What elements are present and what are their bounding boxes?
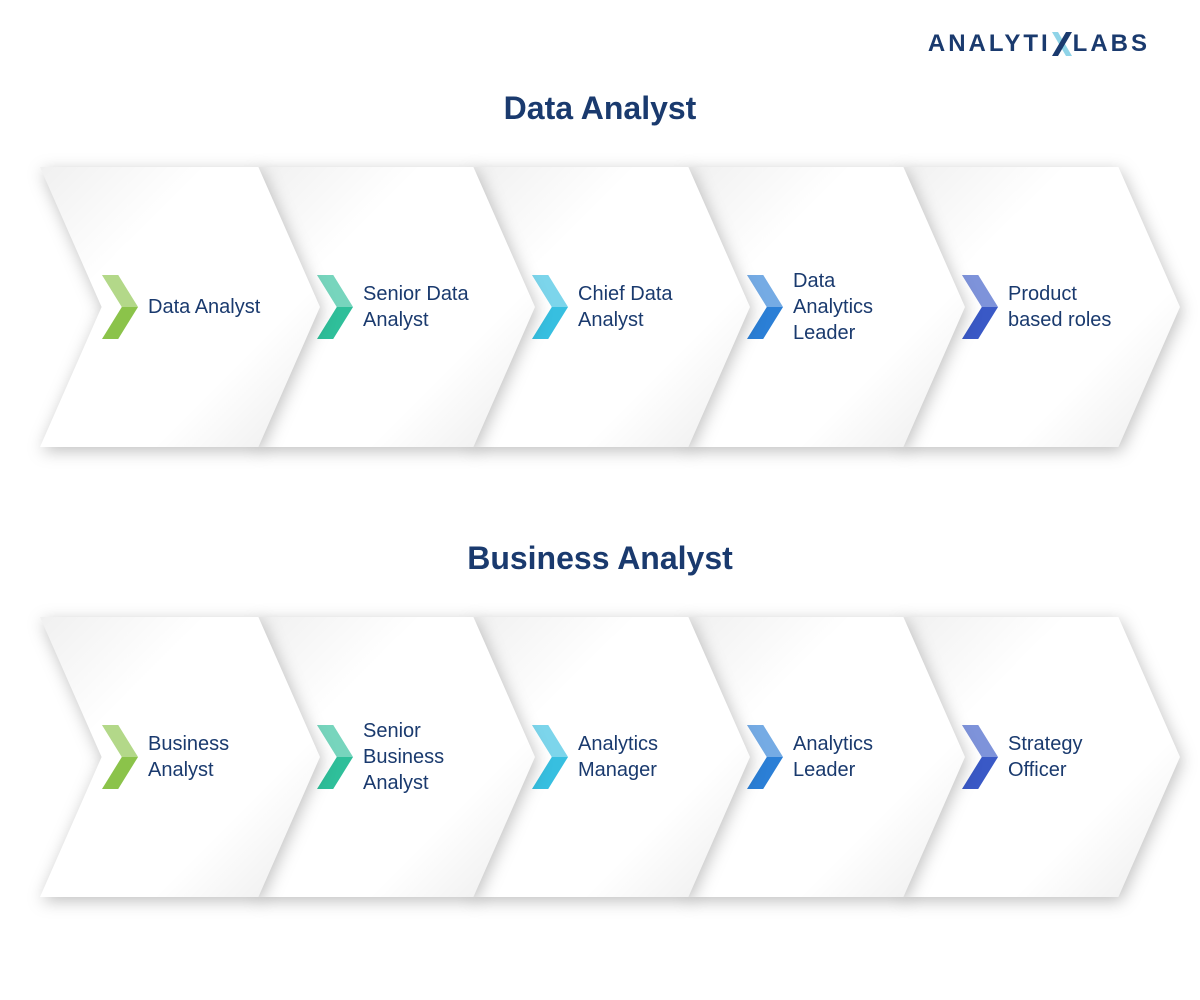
chevron-row: Business Analyst Senior Business Analyst A… — [0, 617, 1200, 897]
brand-logo: ANALYTI LABS — [928, 30, 1150, 58]
step-label: Senior Business Analyst — [363, 718, 483, 796]
step-label: Product based roles — [1008, 281, 1128, 333]
step-label: Data Analytics Leader — [793, 268, 913, 346]
step-label: Chief Data Analyst — [578, 281, 698, 333]
step-arrowhead-icon — [102, 725, 138, 789]
step-label: Data Analyst — [148, 294, 268, 320]
step-arrowhead-icon — [962, 275, 998, 339]
chevron-step: Data Analyst — [40, 167, 320, 447]
career-path-section: Data Analyst Data Analyst Senior Data Anal… — [0, 90, 1200, 447]
step-arrowhead-icon — [532, 725, 568, 789]
step-label: Senior Data Analyst — [363, 281, 483, 333]
step-label: Business Analyst — [148, 731, 268, 783]
step-arrowhead-icon — [317, 725, 353, 789]
section-title: Data Analyst — [0, 90, 1200, 127]
step-arrowhead-icon — [102, 275, 138, 339]
step-label: Strategy Officer — [1008, 731, 1128, 783]
step-arrowhead-icon — [532, 275, 568, 339]
logo-text-post: LABS — [1073, 30, 1150, 58]
step-arrowhead-icon — [317, 275, 353, 339]
step-arrowhead-icon — [962, 725, 998, 789]
career-path-section: Business Analyst Business Analyst Senior B… — [0, 540, 1200, 897]
logo-text-pre: ANALYTI — [928, 30, 1051, 58]
step-arrowhead-icon — [747, 725, 783, 789]
step-arrowhead-icon — [747, 275, 783, 339]
section-title: Business Analyst — [0, 540, 1200, 577]
chevron-row: Data Analyst Senior Data Analyst Chief Dat… — [0, 167, 1200, 447]
step-label: Analytics Manager — [578, 731, 698, 783]
step-label: Analytics Leader — [793, 731, 913, 783]
chevron-step: Business Analyst — [40, 617, 320, 897]
logo-x-icon — [1049, 31, 1075, 57]
